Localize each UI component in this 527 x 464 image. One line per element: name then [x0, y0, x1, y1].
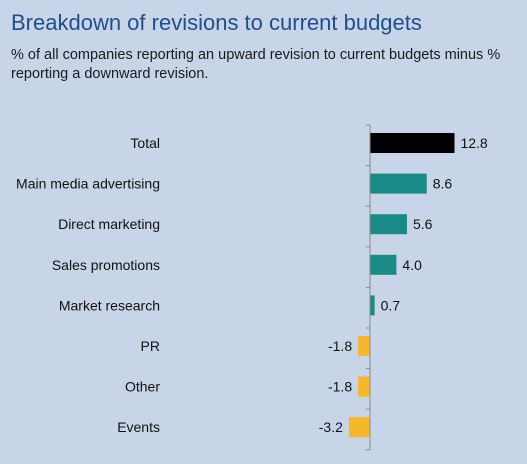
- value-label: -1.8: [328, 379, 352, 395]
- bar-total: [370, 133, 455, 153]
- value-label: 8.6: [433, 176, 453, 192]
- category-label: PR: [141, 338, 160, 354]
- category-label: Total: [130, 135, 160, 151]
- category-label: Main media advertising: [16, 176, 160, 192]
- category-label: Direct marketing: [58, 216, 160, 232]
- bar-pr: [358, 336, 370, 356]
- chart-subtitle: % of all companies reporting an upward r…: [11, 47, 501, 82]
- category-label: Market research: [59, 297, 160, 313]
- value-label: 4.0: [402, 257, 422, 273]
- chart-title: Breakdown of revisions to current budget…: [11, 10, 422, 35]
- bar-sales-promotions: [370, 254, 397, 275]
- bar-events: [348, 417, 370, 438]
- bar-main-media-advertising: [370, 173, 427, 194]
- bar-direct-marketing: [370, 214, 407, 235]
- value-label: -3.2: [319, 419, 343, 435]
- category-label: Sales promotions: [52, 257, 160, 273]
- category-label: Events: [117, 419, 160, 435]
- bar-market-research: [370, 295, 375, 316]
- value-label: -1.8: [328, 338, 352, 354]
- value-label: 0.7: [381, 297, 401, 313]
- category-label: Other: [125, 379, 160, 395]
- value-label: 5.6: [413, 216, 433, 232]
- value-label: 12.8: [460, 135, 487, 151]
- bar-other: [358, 376, 370, 397]
